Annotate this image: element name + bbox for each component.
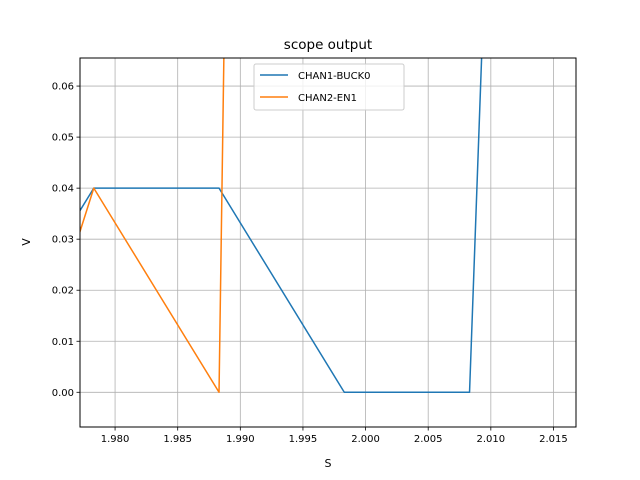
x-tick-label: 1.990 <box>226 434 255 445</box>
x-tick-label: 2.010 <box>477 434 506 445</box>
chart-title: scope output <box>284 37 372 53</box>
plot-frame <box>79 57 577 428</box>
x-tick-label: 2.005 <box>414 434 443 445</box>
x-tick-label: 1.980 <box>101 434 130 445</box>
x-tick-label: 1.985 <box>163 434 192 445</box>
y-tick-label: 0.06 <box>52 82 74 93</box>
y-tick-label: 0.01 <box>52 337 74 348</box>
plot-area <box>80 58 576 427</box>
x-tick-label: 2.000 <box>351 434 380 445</box>
y-tick-label: 0.00 <box>52 388 74 399</box>
y-tick-label: 0.04 <box>52 184 74 195</box>
y-axis-label: V <box>20 238 33 246</box>
x-axis-label: S <box>325 457 332 470</box>
series-line-2 <box>80 58 225 394</box>
series-line-1 <box>80 58 483 394</box>
legend-box <box>253 63 405 111</box>
legend-label-chan2: CHAN2-EN1 <box>298 93 357 104</box>
series-layer <box>80 58 483 394</box>
x-tick-label: 1.995 <box>289 434 318 445</box>
x-tick-label: 2.015 <box>539 434 568 445</box>
y-tick-label: 0.03 <box>52 235 74 246</box>
y-tick-label: 0.02 <box>52 286 74 297</box>
ticks: 1.980 1.985 1.990 1.995 2.000 2.005 2.010 2.015… <box>52 82 568 445</box>
y-tick-label: 0.05 <box>52 133 74 144</box>
legend: CHAN1-BUCK0 CHAN2-EN1 <box>253 63 405 111</box>
legend-label-chan1: CHAN1-BUCK0 <box>298 71 371 82</box>
